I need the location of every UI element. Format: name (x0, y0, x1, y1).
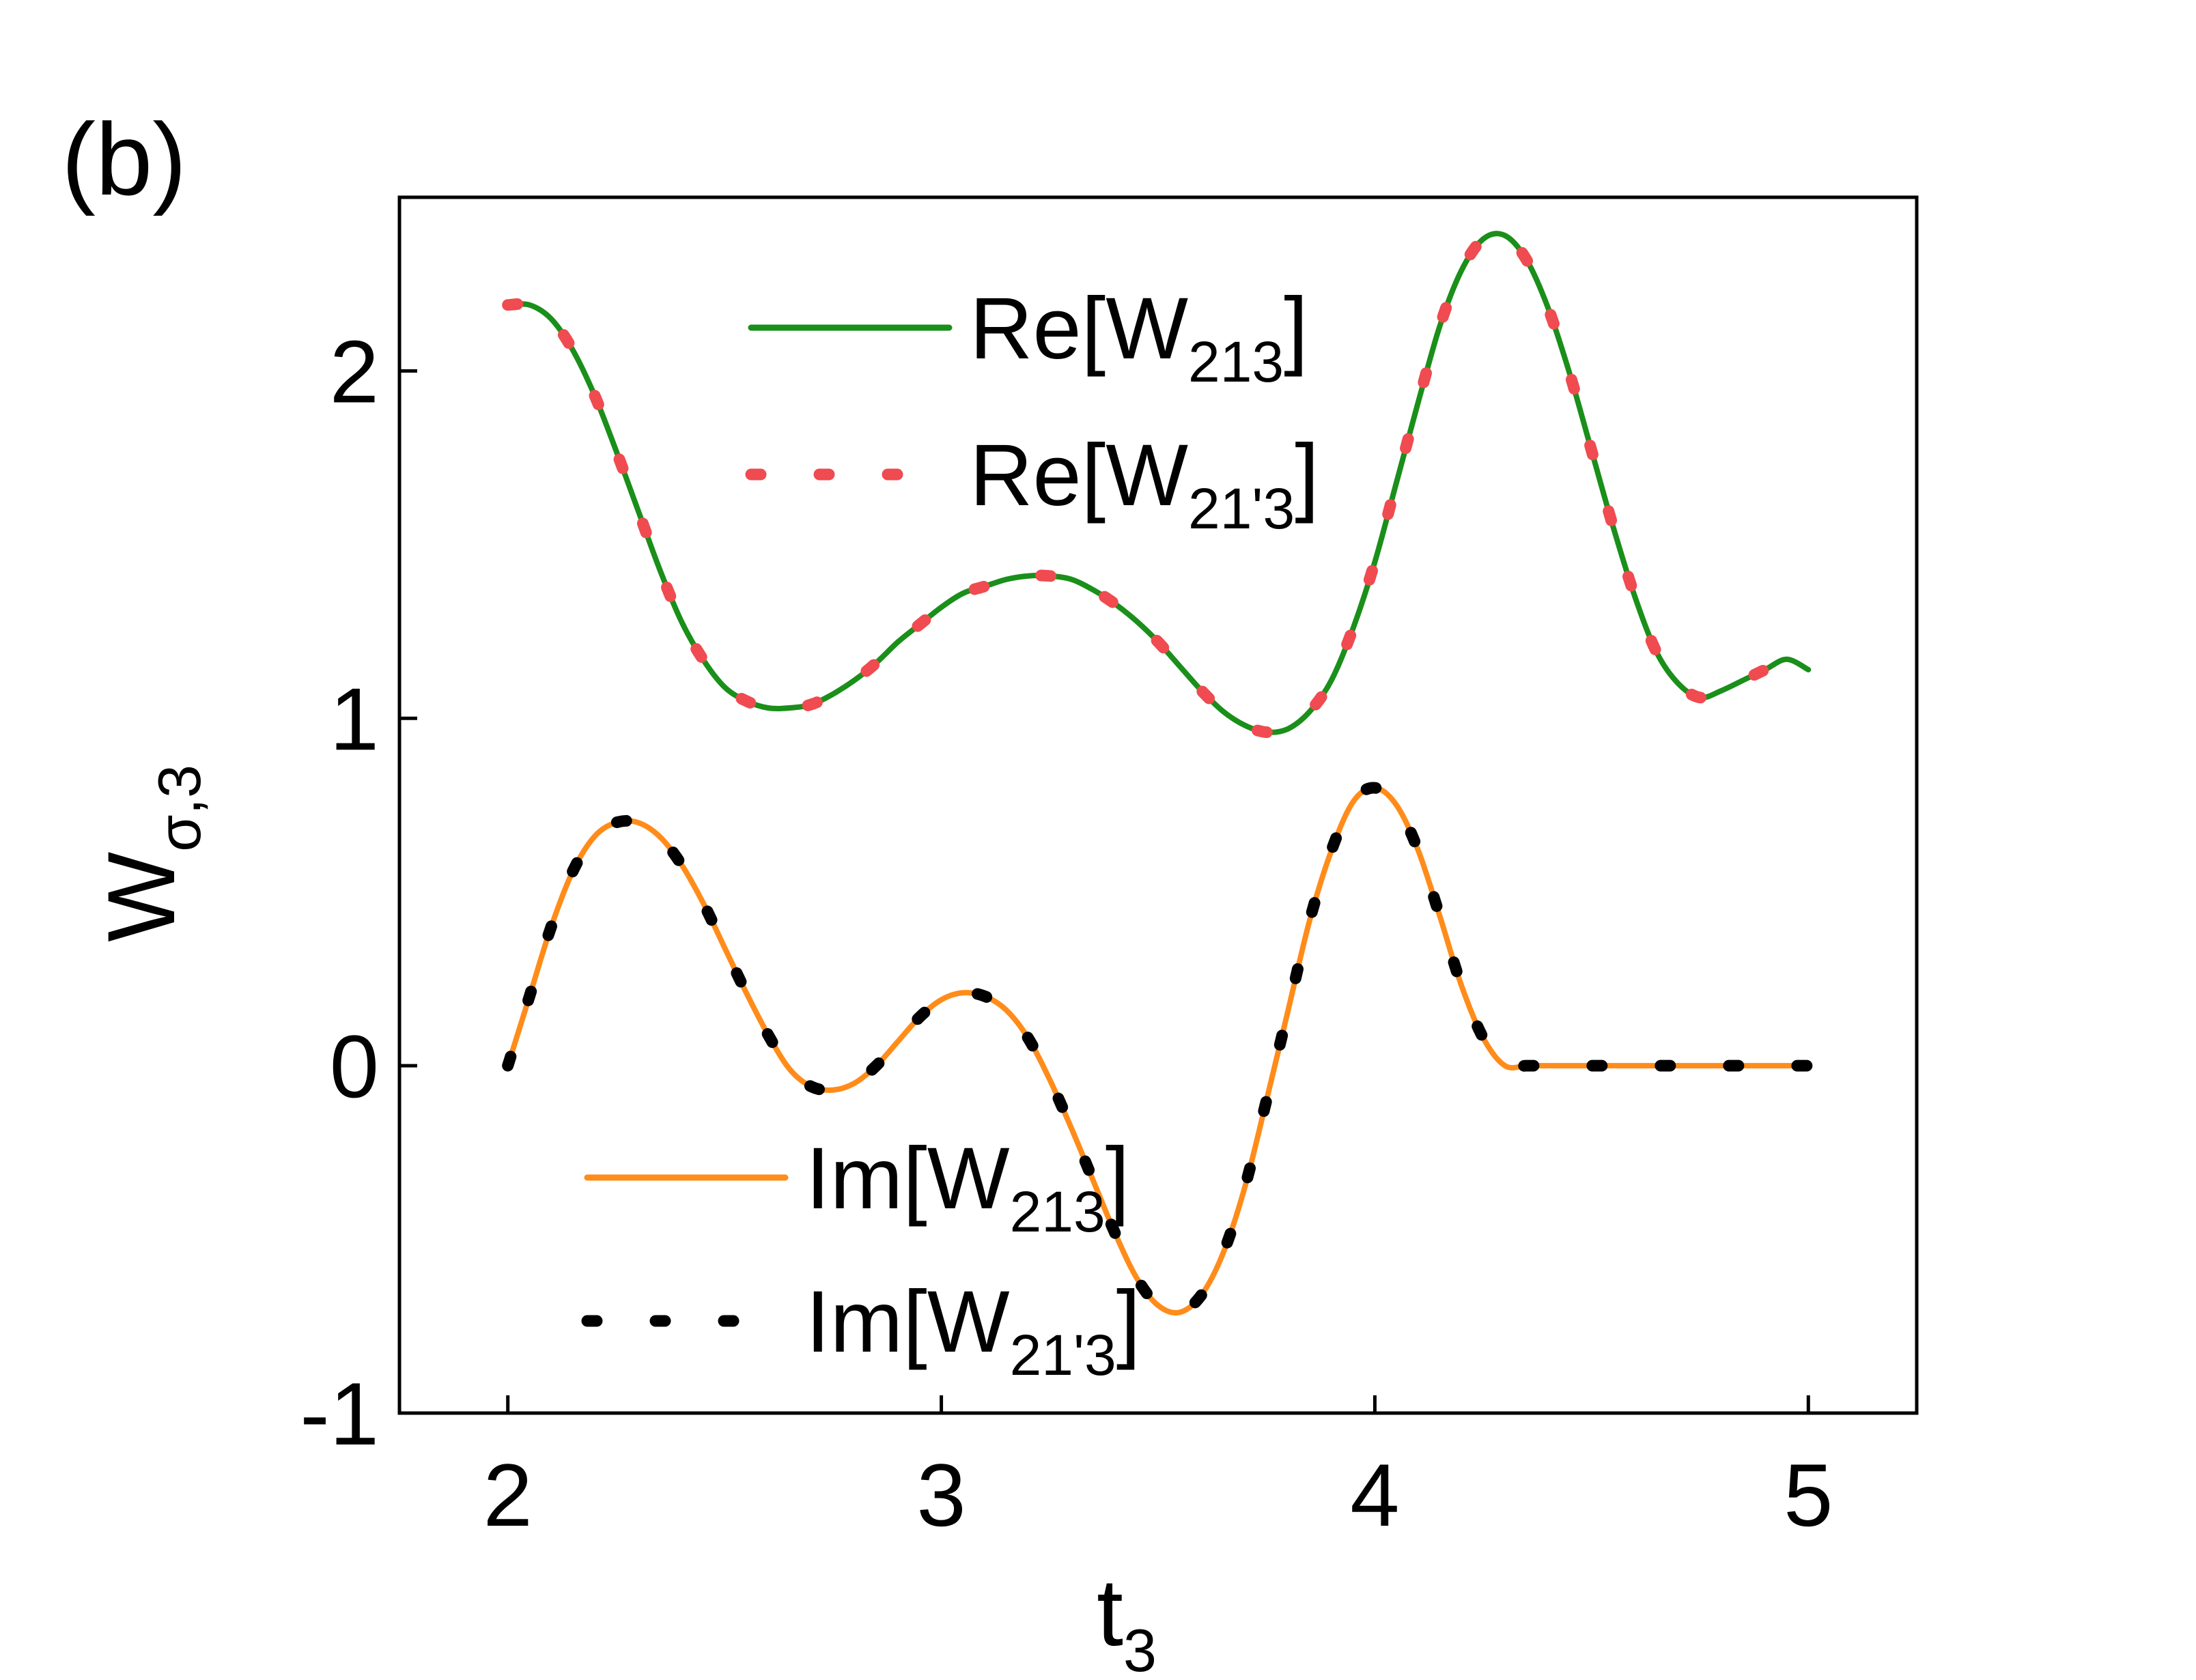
x-tick-label: 4 (1350, 1445, 1399, 1545)
x-tick-label: 3 (916, 1445, 966, 1545)
legend-re: Re[W213] Re[W21'3] (745, 280, 1319, 541)
y-tick-label: 0 (330, 1016, 379, 1116)
panel-label: (b) (61, 102, 186, 216)
y-tick-label: 2 (330, 322, 379, 421)
x-axis: 2 3 4 5 (483, 1395, 1833, 1545)
legend-label: Im[W213] (806, 1130, 1129, 1244)
x-axis-label: t3 (1097, 1558, 1157, 1680)
y-tick-label: 1 (330, 669, 379, 769)
y-axis: -1 0 1 2 (300, 322, 417, 1464)
svg-text:Wσ,3: Wσ,3 (87, 765, 213, 942)
plot-frame (397, 195, 1919, 1415)
series-line-1 (502, 227, 1814, 739)
y-axis-label-sub: σ,3 (145, 765, 213, 852)
series-layer (502, 227, 1814, 1319)
x-axis-label-sub: 3 (1123, 1617, 1157, 1680)
legend-im: Im[W213] Im[W21'3] (581, 1130, 1140, 1387)
x-tick-label: 2 (483, 1445, 533, 1545)
legend-label: Re[W213] (970, 280, 1308, 394)
series-line-3 (502, 782, 1814, 1319)
series-line-2 (505, 785, 1812, 1316)
y-axis-label: Wσ,3 (87, 765, 213, 942)
legend-label: Re[W21'3] (970, 427, 1319, 541)
legend-label: Im[W21'3] (806, 1273, 1140, 1387)
y-tick-label: -1 (300, 1364, 379, 1464)
x-tick-label: 5 (1784, 1445, 1833, 1545)
